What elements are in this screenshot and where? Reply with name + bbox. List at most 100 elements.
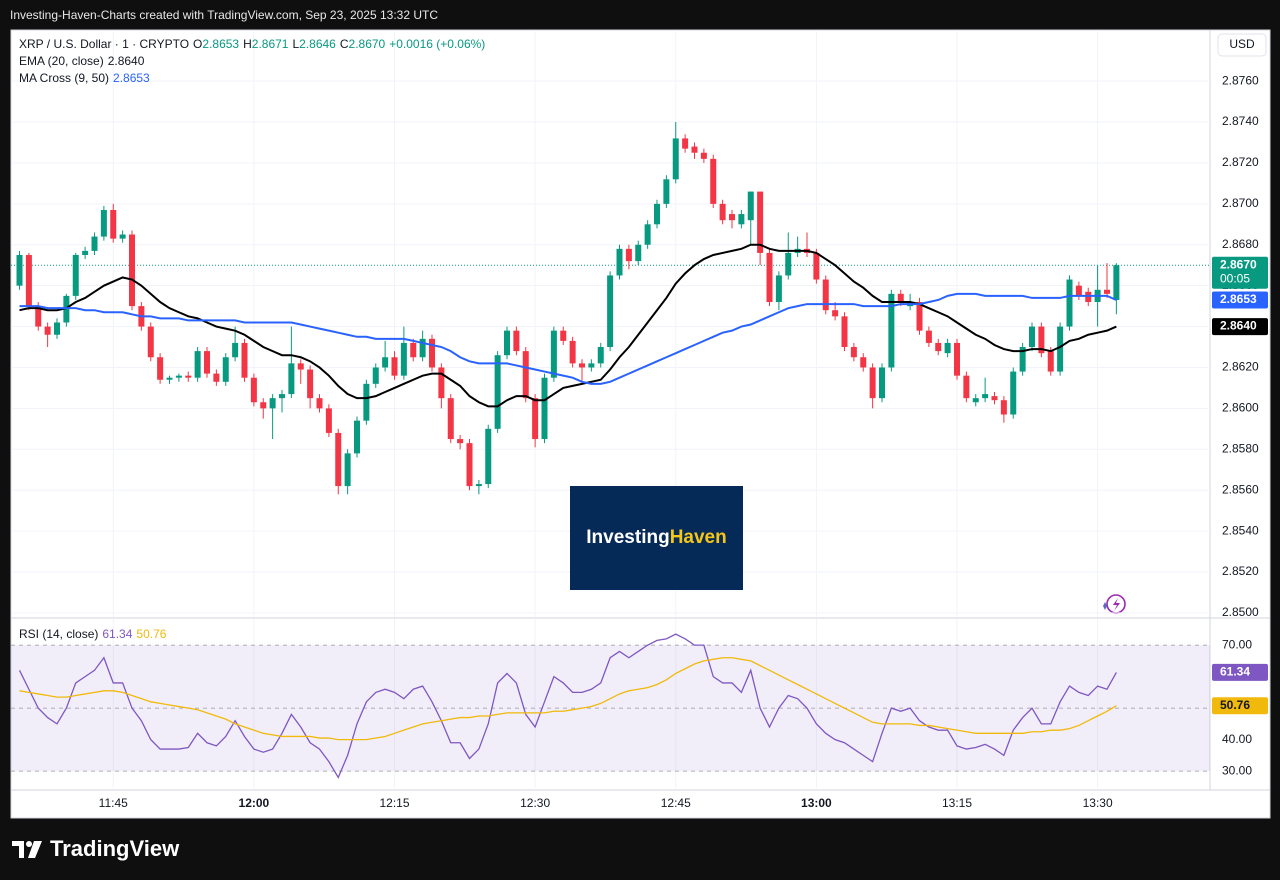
candle-body [1075,285,1082,296]
price-badge [1212,663,1268,681]
legend-letter: L [292,37,300,51]
candle-body [757,191,764,253]
y-tick-label: 2.8580 [1222,441,1259,455]
candle-body [475,484,482,487]
candle-body [110,209,117,239]
candle-body [841,316,848,348]
legend-change: +0.0016 (+0.06%) [389,37,486,51]
spark [1103,602,1107,610]
candle-body [147,326,154,358]
candle-body [1047,351,1054,372]
candle-body [457,439,464,444]
candle-body [335,432,342,487]
candle-body [1085,291,1092,303]
watermark-logo: Investing Haven [570,486,743,590]
legend: XRP / U.S. Dollar · 1 · CRYPTO O2.8653 H2.… [19,36,489,87]
candle-body [719,203,726,221]
legend-value: 2.8653 [202,37,240,51]
y-tick-label: 2.8760 [1222,73,1259,87]
candle-body [354,420,360,454]
logo-second: Haven [669,527,727,548]
candle-body [663,179,670,204]
candle-body [410,342,417,358]
candle-body [654,203,660,225]
candle-body [700,152,707,159]
candle-body [504,330,510,356]
y-tick-label: 2.8520 [1222,564,1259,578]
candle-body [129,234,135,307]
candle-body [485,428,492,485]
candle-body [157,357,164,380]
price-badge [1212,256,1268,289]
candle-body [532,398,539,440]
legend-value: 2.8653 [113,71,150,85]
candle-body [494,355,501,429]
rsi-line [18,633,1117,779]
legend-name: MA Cross (9, 50) [19,71,110,85]
rsi-legend-value: 50.76 [136,627,167,641]
rsi-legend-title: RSI (14, close) [19,627,99,641]
candle-body [766,252,773,303]
candle-body [72,254,79,296]
candle-body [513,330,520,352]
candle-body [729,214,735,221]
countdown-label: 00:05 [1220,271,1250,285]
candle-body [241,342,248,378]
candle-body [363,383,370,421]
y-tick-label: 2.8560 [1222,482,1259,496]
candle-body [916,302,923,331]
candle-body [316,398,323,409]
overlay-line [19,292,1117,385]
candle-body [204,351,210,374]
candle-body [1029,326,1035,348]
candle-body [91,236,98,251]
legend-value: 2.8640 [107,54,145,68]
candle-body [991,396,998,401]
candle-body [100,209,107,237]
y-tick-label: 2.8680 [1222,237,1259,251]
candle-body [522,351,529,399]
currency-box[interactable] [1217,33,1267,57]
candle-body [307,369,314,399]
candle-body [672,138,679,180]
legend-value: 2.8646 [299,37,336,51]
candle-body [832,310,839,317]
x-tick-label: 13:30 [1083,796,1113,810]
candle-body [391,357,398,376]
price-badge [1212,697,1268,715]
candle-body [888,293,895,368]
candle-body [550,330,557,378]
candle-body [419,338,426,358]
legend-value: 2.8671 [251,37,289,51]
candle-body [1010,371,1017,415]
candle-body [597,347,604,364]
candle-body [625,248,632,262]
candle-body [747,191,754,221]
candle-body [325,408,332,433]
candle-body [860,357,867,368]
candle-body [813,252,820,280]
candle-body [607,275,614,348]
candle-body [569,340,576,364]
header: Investing-Haven-Charts created with Trad… [10,8,439,22]
rsi-line [19,657,1117,741]
currency: USD [1229,37,1255,51]
candle-body [288,363,295,395]
candle-body [194,351,201,378]
price-badge-label: 2.8670 [1220,257,1257,271]
candle-body [344,453,351,487]
rsi-legend: RSI (14, close) 61.34 50.76 [19,626,170,643]
y-tick-label: 2.8620 [1222,360,1259,374]
candle-body [541,377,548,440]
y-tick-label: 2.8700 [1222,196,1259,210]
x-tick-label: 12:15 [379,796,409,810]
candle-body [222,357,229,382]
price-badge-label: 2.8653 [1220,292,1257,306]
candle-body [44,326,51,335]
candle-body [1104,289,1110,294]
y-tick-label: 2.8500 [1222,605,1259,619]
candle-body [775,275,782,303]
candle-body [429,338,435,368]
y-tick-label: 2.8740 [1222,114,1259,128]
